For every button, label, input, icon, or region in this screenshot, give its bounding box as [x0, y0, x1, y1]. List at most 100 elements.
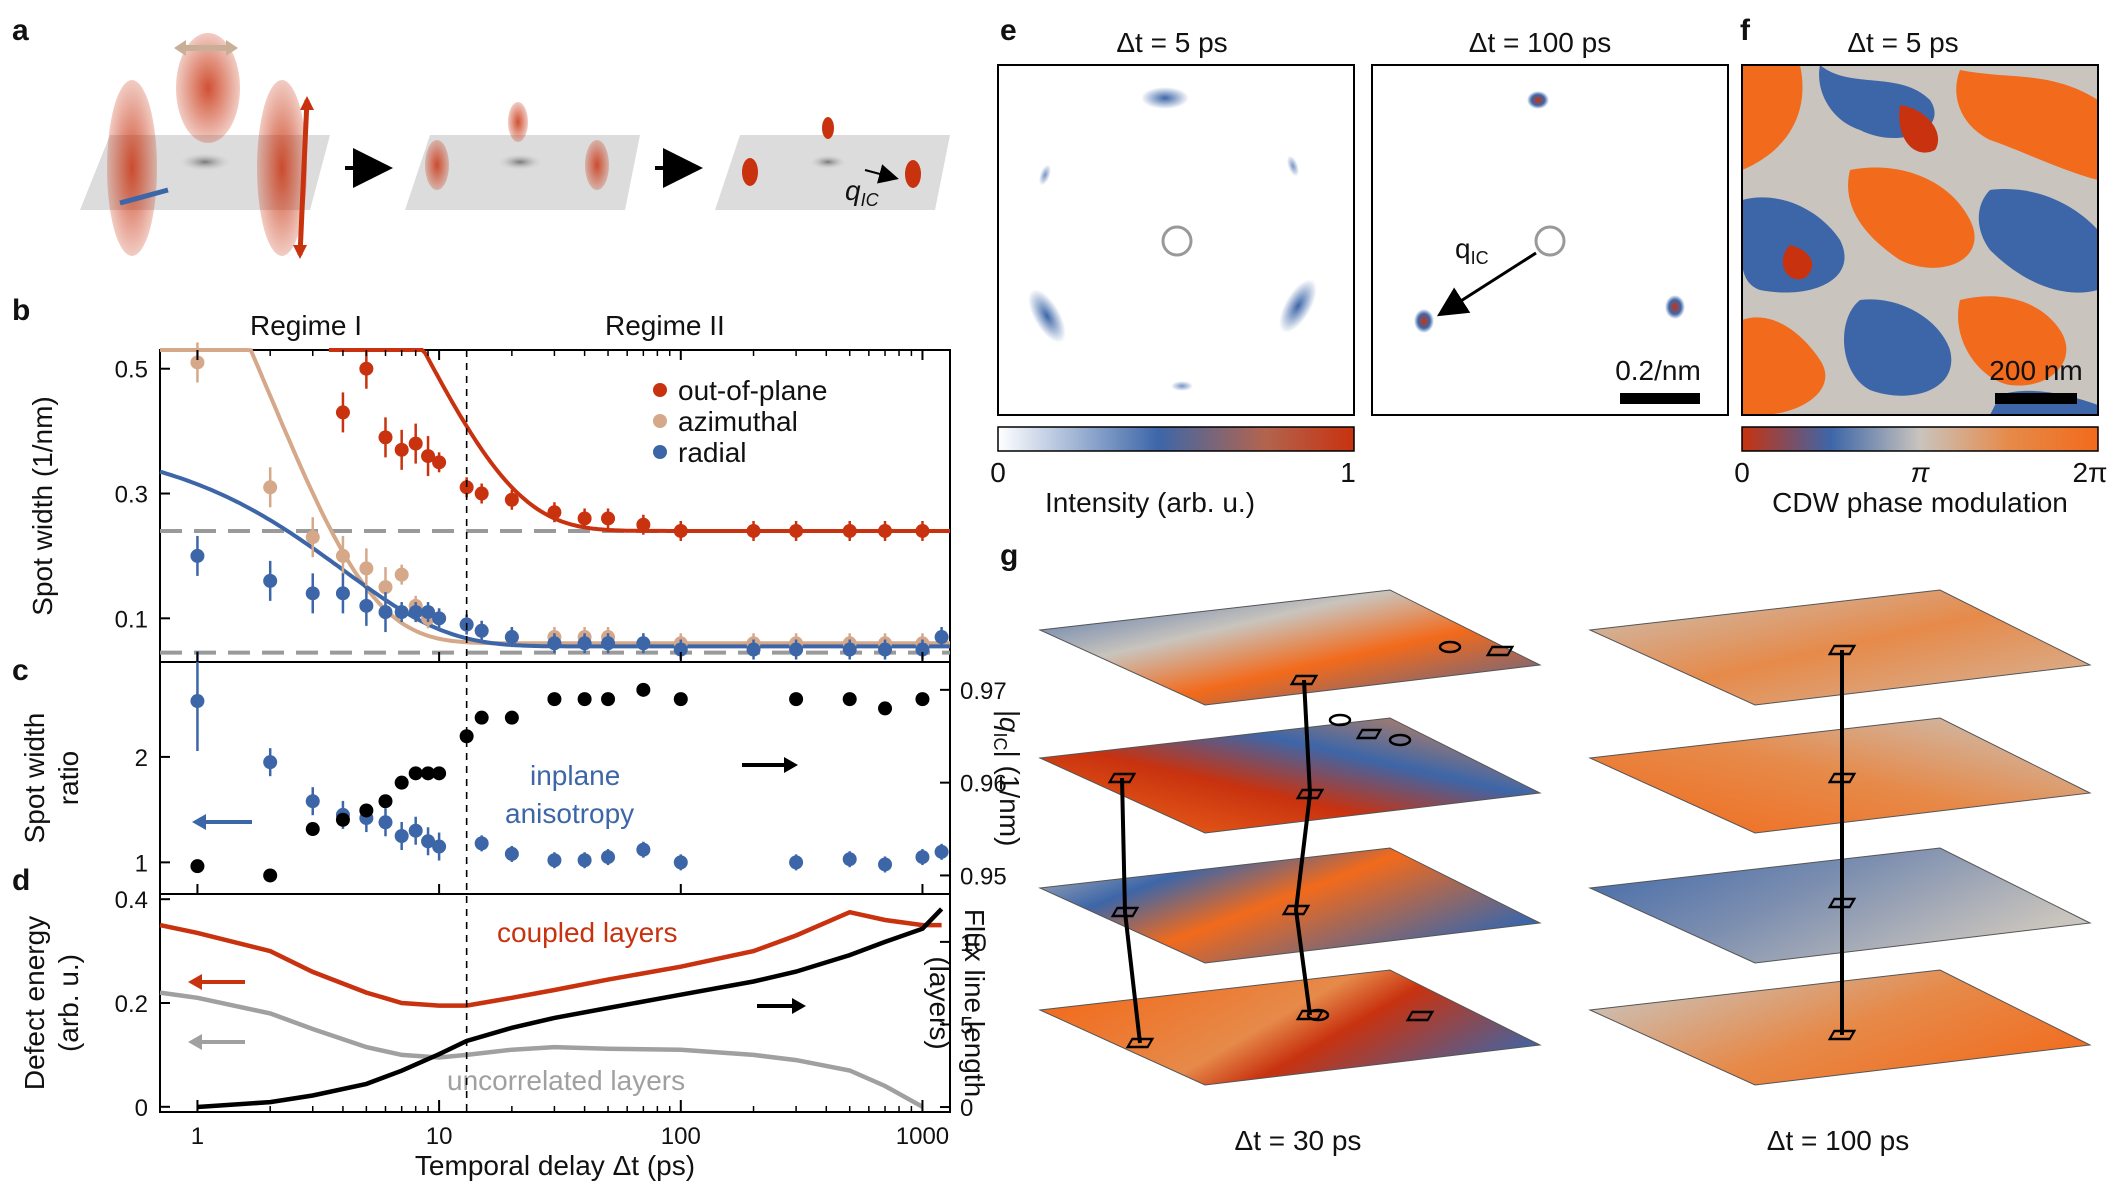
point-inplane anisotropy — [394, 829, 409, 843]
point-out-of-plane — [474, 486, 489, 501]
layer-100ps-1 — [1588, 589, 2092, 706]
panel-label-f: f — [1740, 14, 1751, 47]
diffraction-spot — [1665, 295, 1685, 319]
panel-b-fits — [159, 348, 950, 649]
point-radial — [636, 636, 651, 651]
panel-label-g: g — [1000, 539, 1018, 572]
point-inplane anisotropy — [842, 852, 857, 867]
anisotropy-label-2: anisotropy — [505, 798, 634, 829]
point-azimuthal — [359, 561, 374, 576]
spot — [822, 117, 834, 139]
legend-marker-radial — [653, 445, 667, 459]
panel-c-ylabel-right: |qIC| (1/nm) — [990, 710, 1025, 847]
panel-label-e: e — [1000, 14, 1017, 47]
ytick-label-right: 10 — [960, 930, 987, 957]
panel-b-points — [190, 342, 949, 660]
point-radial — [789, 642, 804, 657]
point-azimuthal — [378, 580, 393, 595]
flux-line — [1120, 777, 1142, 1044]
out-of-plane-arrow — [297, 99, 310, 256]
diffraction-spot — [1414, 309, 1434, 333]
diffraction-spot — [1527, 91, 1549, 109]
cbar-e-label: Intensity (arb. u.) — [1045, 487, 1255, 518]
panel-label-b: b — [12, 294, 30, 327]
legend-marker-azimuthal — [653, 414, 667, 428]
point-out-of-plane — [547, 505, 562, 520]
point-|qIC| — [378, 794, 393, 809]
q-arrow — [864, 164, 899, 184]
point-out-of-plane — [636, 517, 651, 532]
panel-d-yticks: 0.4 0.2 0 10 5 0 — [115, 887, 987, 1122]
xtick-label: 1000 — [896, 1123, 949, 1150]
point-|qIC| — [504, 710, 519, 725]
point-radial — [359, 598, 374, 613]
point-|qIC| — [547, 692, 562, 707]
panel-d-xlabel: Temporal delay Δt (ps) — [415, 1150, 695, 1181]
point-radial — [335, 586, 350, 601]
panel-e: Δt = 5 ps Δt = 100 ps qIC 0.2/nm 0 1 Int… — [990, 27, 1729, 518]
ytick-label-right: 0.95 — [960, 863, 1007, 890]
panel-d: Defect energy (arb. u.) Flux line length… — [19, 350, 990, 1181]
point-out-of-plane — [359, 361, 374, 376]
panel-f-title: Δt = 5 ps — [1847, 27, 1958, 58]
point-radial — [504, 630, 519, 645]
arrowhead — [792, 998, 806, 1014]
ytick-label-right: 0.96 — [960, 771, 1007, 798]
point-inplane anisotropy — [263, 755, 278, 770]
ytick-label: 2 — [135, 745, 148, 772]
ytick-label: 0 — [135, 1095, 148, 1122]
diffraction-spot — [1171, 381, 1193, 391]
shadow-2 — [498, 154, 542, 170]
point-radial — [577, 636, 592, 651]
panel-g-label-30ps: Δt = 30 ps — [1235, 1125, 1362, 1156]
point-out-of-plane — [394, 442, 409, 457]
arrowhead — [188, 974, 202, 990]
spot — [508, 102, 528, 142]
panel-a-schematic: qIC — [80, 33, 950, 259]
point-radial — [408, 605, 423, 620]
ellipsoid-top — [176, 33, 240, 143]
panel-label-c: c — [12, 654, 29, 687]
point-out-of-plane — [408, 436, 423, 451]
point-|qIC| — [577, 692, 592, 707]
point-radial — [263, 573, 278, 588]
plane-3 — [715, 135, 950, 210]
ellipsoid-left — [107, 80, 157, 256]
ytick-label: 0.4 — [115, 887, 148, 914]
point-|qIC| — [335, 812, 350, 827]
point-inplane anisotropy — [474, 836, 489, 851]
ytick-label: 0.2 — [115, 991, 148, 1018]
point-radial — [474, 623, 489, 638]
diffraction-image-right — [1371, 64, 1729, 416]
point-radial — [547, 636, 562, 651]
shadow-3 — [810, 155, 846, 169]
legend-marker-out-of-plane — [653, 383, 667, 397]
point-inplane anisotropy — [878, 857, 893, 872]
panel-g-label-100ps: Δt = 100 ps — [1767, 1125, 1909, 1156]
ytick-label: 0.3 — [115, 482, 148, 509]
point-out-of-plane — [459, 480, 474, 495]
point-|qIC| — [359, 803, 374, 818]
point-out-of-plane — [842, 523, 857, 538]
diffraction-spot — [1141, 87, 1189, 109]
panel-f: Δt = 5 ps 200 nm 0 π 2π CDW phase modula… — [1734, 27, 2107, 518]
point-radial — [673, 642, 688, 657]
line-coupled layers — [159, 909, 942, 1008]
plane-2 — [405, 135, 640, 210]
spot — [742, 158, 758, 186]
fit-out-of-plane — [328, 348, 950, 533]
xtick-label: 10 — [426, 1123, 453, 1150]
center-circle — [1161, 225, 1193, 257]
diffraction-image-left — [997, 64, 1355, 416]
shadow-1 — [179, 153, 231, 171]
panel-e-q-label: qIC — [1455, 233, 1489, 268]
regime-2-label: Regime II — [605, 310, 725, 341]
arrowhead — [300, 96, 314, 110]
scalebar-f-label: 200 nm — [1989, 355, 2082, 386]
point-inplane anisotropy — [190, 694, 205, 709]
point-|qIC| — [394, 775, 409, 790]
flux-line — [1293, 679, 1313, 1016]
point-azimuthal — [190, 355, 205, 370]
point-|qIC| — [878, 701, 893, 716]
point-|qIC| — [432, 766, 447, 781]
